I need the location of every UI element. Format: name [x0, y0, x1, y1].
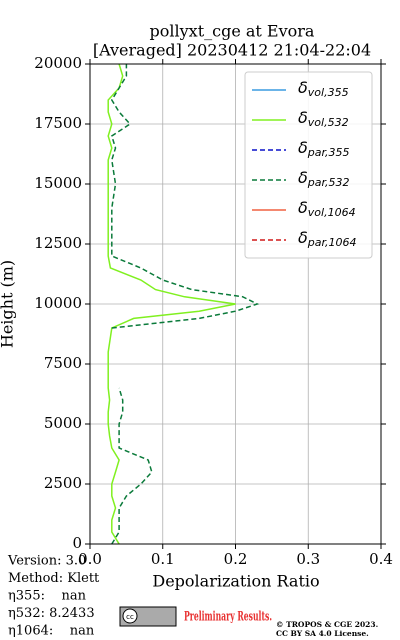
- legend-label: δpar,1064: [298, 228, 357, 250]
- logo-text: Preliminary Results.: [184, 610, 272, 625]
- info-line: Method: Klett: [8, 571, 100, 586]
- y-tick-label: 5000: [44, 414, 82, 432]
- legend: δvol,355δvol,532δpar,355δpar,532δvol,106…: [244, 71, 373, 259]
- copyright: © TROPOS & CGE 2023.: [276, 620, 378, 629]
- x-tick-label: 0.4: [369, 550, 393, 568]
- legend-subscript: vol,355: [308, 86, 349, 99]
- legend-label: δpar,355: [298, 138, 350, 160]
- info-line: η355: nan: [8, 589, 87, 604]
- legend-label: δvol,355: [298, 78, 349, 100]
- plot-frame: [89, 63, 382, 545]
- logo: cc Preliminary Results.: [119, 606, 272, 627]
- legend-box: [244, 71, 373, 259]
- legend-symbol: δ: [298, 168, 308, 187]
- legend-symbol: δ: [298, 198, 308, 217]
- info-line: Version: 3.0: [7, 554, 86, 569]
- logo-circle: [122, 608, 138, 624]
- legend-symbol: δ: [298, 138, 308, 157]
- y-tick-label: 10000: [34, 294, 82, 312]
- legend-subscript: vol,1064: [308, 206, 356, 219]
- legend-symbol: δ: [298, 108, 308, 127]
- y-tick-label: 2500: [44, 474, 82, 492]
- legend-label: δvol,1064: [298, 198, 356, 220]
- profile-line: [110, 64, 260, 545]
- x-tick-label: 0.3: [296, 550, 320, 568]
- y-tick-label: 20000: [34, 54, 82, 72]
- legend-subscript: vol,532: [308, 116, 349, 129]
- legend-label: δpar,532: [298, 168, 350, 190]
- x-tick-label: 0.2: [224, 550, 248, 568]
- y-tick-label: 17500: [34, 114, 82, 132]
- y-tick-label: 12500: [34, 234, 82, 252]
- chart-title: pollyxt_cge at Evora: [150, 22, 315, 41]
- chart-subtitle: [Averaged] 20230412 21:04-22:04: [93, 41, 371, 60]
- x-axis-label: Depolarization Ratio: [152, 572, 319, 591]
- legend-label: δvol,532: [298, 108, 349, 130]
- info-line: η1064: nan: [8, 624, 95, 639]
- y-tick-label: 15000: [34, 174, 82, 192]
- logo-badge: cc: [126, 613, 134, 621]
- profile-line: [107, 63, 236, 545]
- info-line: η532: 8.2433: [8, 606, 95, 621]
- legend-subscript: par,532: [307, 176, 350, 189]
- copyright: CC BY SA 4.0 License.: [276, 629, 369, 638]
- legend-subscript: par,1064: [307, 236, 357, 249]
- y-tick-label: 7500: [44, 354, 82, 372]
- y-tick-label: 0: [72, 534, 82, 552]
- legend-subscript: par,355: [307, 146, 350, 159]
- x-tick-label: 0.1: [151, 550, 175, 568]
- y-axis-label: Height (m): [0, 260, 17, 348]
- legend-symbol: δ: [298, 228, 308, 247]
- x-tick-label: 0.0: [78, 550, 102, 568]
- legend-symbol: δ: [298, 78, 308, 97]
